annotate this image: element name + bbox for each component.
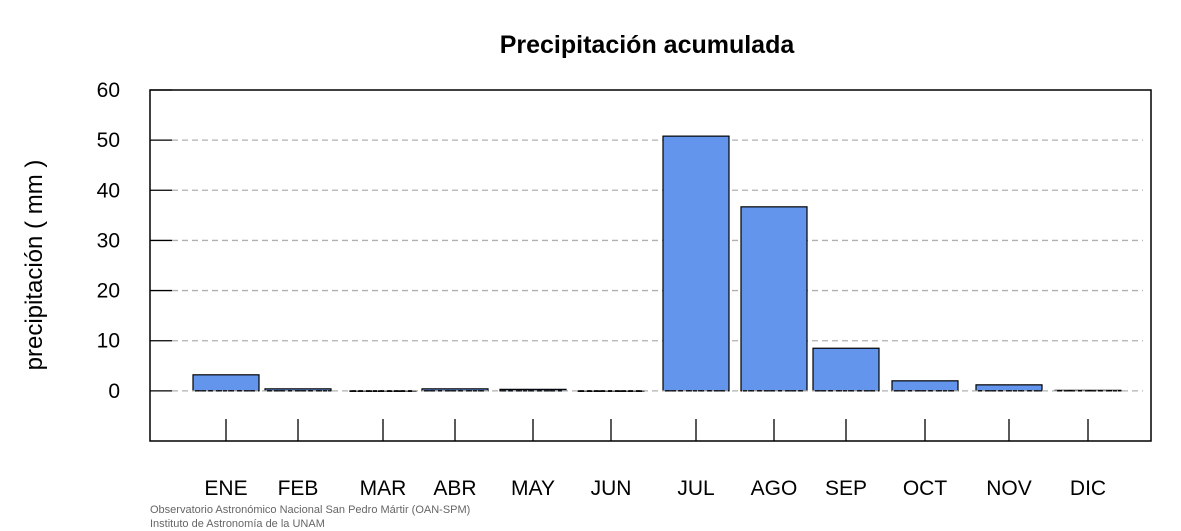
y-tick-label: 20 (97, 280, 120, 303)
y-tick-label: 50 (97, 129, 120, 152)
bar-jul (662, 135, 730, 392)
y-axis: 0 10 20 30 40 50 60 (97, 79, 172, 403)
footer-institute: Instituto de Astronomía de la UNAM (150, 518, 325, 530)
bar-ago (740, 206, 808, 392)
x-tick-label-jul: JUL (677, 477, 714, 500)
x-axis: ENE FEB MAR ABR MAY JUN JUL AGO SEP OCT NOV DIC (204, 419, 1106, 500)
x-tick-label-nov: NOV (986, 477, 1032, 500)
footer-observatory: Observatorio Astronómico Nacional San Pe… (150, 504, 471, 516)
bars (192, 135, 1122, 392)
x-tick-label-abr: ABR (433, 477, 476, 500)
x-tick-label-mar: MAR (360, 477, 407, 500)
x-tick-label-jun: JUN (591, 477, 632, 500)
x-tick-label-dic: DIC (1070, 477, 1106, 500)
y-tick-label: 40 (97, 179, 120, 202)
y-tick-label: 10 (97, 330, 120, 353)
bar-oct (891, 380, 959, 392)
bar-sep (812, 347, 880, 392)
x-tick-label-sep: SEP (825, 477, 867, 500)
y-tick-label: 0 (108, 380, 120, 403)
x-tick-label-ago: AGO (751, 477, 798, 500)
chart-title: Precipitación acumulada (500, 31, 796, 59)
y-axis-label: precipitación ( mm ) (21, 160, 48, 371)
plot-frame (149, 89, 1152, 442)
bar-ene (192, 374, 260, 392)
x-tick-label-oct: OCT (903, 477, 948, 500)
x-tick-label-feb: FEB (278, 477, 319, 500)
x-tick-label-may: MAY (511, 477, 555, 500)
y-tick-label: 60 (97, 79, 120, 102)
y-tick-label: 30 (97, 229, 120, 252)
x-tick-label-ene: ENE (204, 477, 247, 500)
bar-nov (975, 384, 1043, 392)
grid-lines (172, 139, 1143, 342)
